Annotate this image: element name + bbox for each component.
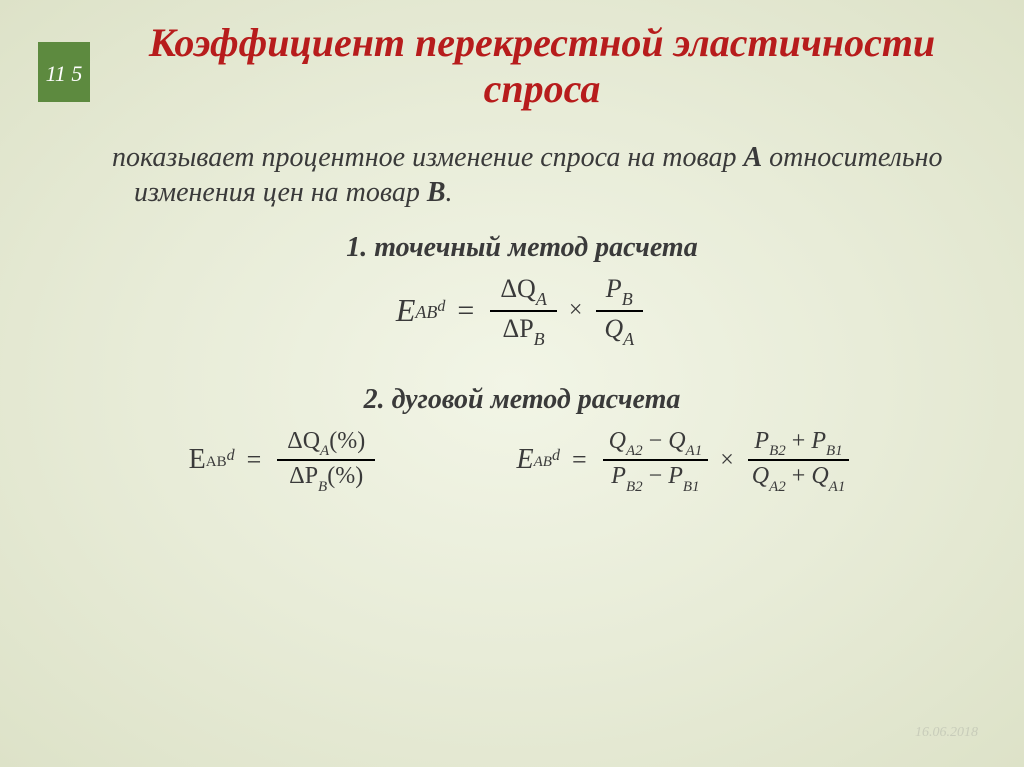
formula1-row: EABd = ΔQA ΔPB × PB QA bbox=[90, 272, 954, 350]
equals: = bbox=[247, 445, 262, 475]
slide-number-badge: 11 5 bbox=[38, 42, 90, 102]
t: B2 bbox=[626, 479, 643, 495]
f2a-e: E bbox=[189, 444, 206, 476]
f1-frac1-den-sub: B bbox=[534, 329, 545, 349]
f1-frac1-num: ΔQ bbox=[500, 274, 536, 303]
equals: = bbox=[572, 445, 587, 475]
f1-frac1: ΔQA ΔPB bbox=[490, 272, 557, 350]
f1-frac1-num-sub: A bbox=[536, 289, 547, 309]
desc-b: В bbox=[427, 177, 446, 208]
t: P bbox=[811, 428, 826, 454]
f2a-num: ΔQ bbox=[287, 428, 320, 454]
f2b-sup: d bbox=[552, 447, 560, 465]
slide-body: показывает процентное изменение спроса н… bbox=[0, 112, 1024, 495]
slide-date: 16.06.2018 bbox=[915, 725, 978, 741]
f2b-frac2: PB2 + PB1 QA2 + QA1 bbox=[746, 426, 852, 496]
f2a-den: ΔP bbox=[289, 463, 318, 489]
slide-title: Коэффициент перекрестной эластичности сп… bbox=[0, 0, 1024, 112]
f2a-sup: d bbox=[227, 447, 235, 465]
f1-frac2-den-sub: A bbox=[623, 329, 634, 349]
f2a-num-tail: (%) bbox=[329, 428, 365, 454]
desc-part1: показывает процентное изменение спроса н… bbox=[112, 142, 743, 173]
f2a-den-tail: (%) bbox=[327, 463, 363, 489]
t: A1 bbox=[686, 443, 703, 459]
t: P bbox=[611, 463, 626, 489]
f1-frac2-num: P bbox=[606, 274, 622, 303]
f1-frac2: PB QA bbox=[594, 272, 644, 350]
f2b-e: E bbox=[517, 444, 534, 476]
t: B2 bbox=[769, 443, 786, 459]
f2a-sub: AB bbox=[206, 454, 227, 471]
formula2a: EABd = ΔQA(%) ΔPB(%) bbox=[189, 426, 380, 496]
t: P bbox=[668, 463, 683, 489]
f1-e: E bbox=[396, 292, 416, 329]
description: показывает процентное изменение спроса н… bbox=[90, 140, 954, 210]
t: B1 bbox=[826, 443, 843, 459]
f1-frac2-den: Q bbox=[604, 314, 623, 343]
equals: = bbox=[457, 294, 474, 328]
f2a-num-sub: A bbox=[320, 443, 329, 459]
t: Q bbox=[811, 463, 828, 489]
t: A1 bbox=[829, 479, 846, 495]
f2b-frac1: QA2 − QA1 PB2 − PB1 bbox=[603, 426, 709, 496]
section2-heading: 2. дуговой метод расчета bbox=[90, 384, 954, 416]
f2a-frac: ΔQA(%) ΔPB(%) bbox=[277, 426, 375, 496]
f2b-sub: AB bbox=[534, 454, 552, 471]
formula2b: EABd = QA2 − QA1 PB2 − PB1 × PB2 + bbox=[517, 426, 856, 496]
f1-frac1-den: ΔP bbox=[502, 314, 533, 343]
times: × bbox=[569, 297, 583, 324]
t: A2 bbox=[626, 443, 643, 459]
f1-sub: AB bbox=[415, 302, 437, 323]
t: P bbox=[754, 428, 769, 454]
t: Q bbox=[752, 463, 769, 489]
t: Q bbox=[609, 428, 626, 454]
section1-heading: 1. точечный метод расчета bbox=[90, 232, 954, 264]
t: A2 bbox=[769, 479, 786, 495]
formula2-row: EABd = ΔQA(%) ΔPB(%) EABd = QA2 − QA1 PB… bbox=[90, 426, 954, 496]
times: × bbox=[720, 447, 734, 474]
f1-frac2-num-sub: B bbox=[622, 289, 633, 309]
formula1: EABd = ΔQA ΔPB × PB QA bbox=[396, 272, 648, 350]
f1-sup: d bbox=[437, 298, 445, 316]
desc-a: А bbox=[743, 142, 762, 173]
desc-period: . bbox=[446, 177, 453, 208]
t: B1 bbox=[683, 479, 700, 495]
f2a-den-sub: B bbox=[318, 479, 327, 495]
t: Q bbox=[668, 428, 685, 454]
